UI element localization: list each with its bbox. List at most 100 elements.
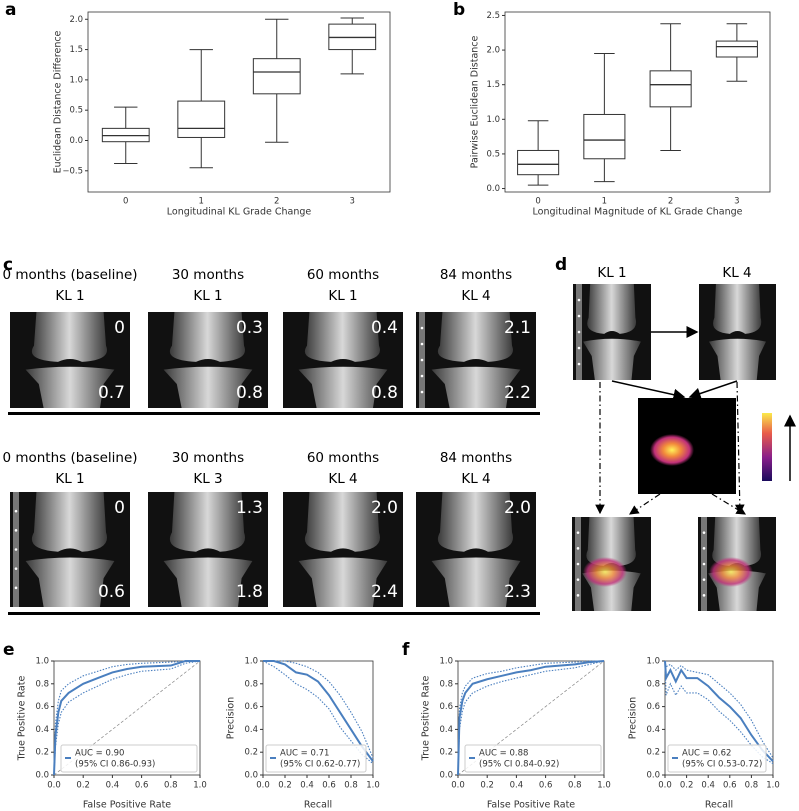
legend-text: AUC = 0.71 [280, 749, 329, 759]
score-bottom: 0.8 [371, 383, 398, 403]
kl-grade: KL 3 [193, 471, 222, 487]
x-tick-label: 1 [199, 197, 204, 207]
score-top: 0 [114, 318, 125, 338]
plot-frame [504, 11, 771, 193]
x-tick-label: 3 [734, 197, 739, 207]
ruler-dot [420, 358, 424, 362]
y-axis-label: True Positive Rate [17, 676, 28, 762]
x-axis-label: Longitudinal KL Grade Change [167, 207, 312, 218]
y-tick-label: 2.0 [69, 15, 83, 25]
chart: 0.0 0.2 0.4 0.6 0.8 1.0 Precision Recall 0.0 0.2 0… [226, 657, 380, 811]
x-tick-label: 0.6 [723, 781, 737, 791]
ruler-dot [577, 298, 581, 302]
x-axis-label: False Positive Rate [83, 800, 171, 811]
plot-frame [664, 660, 774, 776]
curve [263, 660, 374, 762]
femur [169, 312, 245, 362]
box [517, 149, 560, 176]
y-tick-label: 0.8 [35, 679, 49, 689]
ruler-dot [702, 594, 706, 597]
score-top: 2.0 [504, 498, 531, 518]
legend-box [265, 744, 367, 773]
y-tick-label: 0.0 [244, 771, 258, 781]
chart: 0.0 0.2 0.4 0.6 0.8 1.0 Precision Recall 0.0 0.2 0… [628, 657, 780, 811]
x-tick-label: 0.2 [76, 781, 90, 791]
overlay [709, 557, 753, 587]
y-tick-label: 0.6 [244, 702, 258, 712]
y-tick-label: 0.4 [646, 725, 660, 735]
plot-frame [457, 660, 605, 776]
y-tick-label: −0.5 [62, 166, 83, 176]
y-tick-label: 0.8 [646, 679, 660, 689]
ruler-dot [577, 330, 581, 334]
x-tick-label: 0 [123, 197, 128, 207]
x-axis-label: Recall [304, 800, 332, 811]
y-axis-label: Pairwise Euclidean Distance [470, 36, 481, 169]
y-tick-label: 1.0 [646, 657, 660, 667]
x-tick-label: 0.6 [539, 781, 553, 791]
x-axis-label: False Positive Rate [487, 800, 575, 811]
tibia [431, 557, 521, 607]
box [583, 113, 626, 160]
x-tick-label: 0.0 [451, 781, 465, 791]
ruler-dot [702, 547, 706, 550]
tibia [583, 338, 641, 380]
y-tick-label: 0.4 [439, 725, 453, 735]
y-tick-label: 0.2 [439, 748, 453, 758]
femur [713, 284, 762, 334]
score-bottom: 0.8 [236, 383, 263, 403]
legend-box [60, 744, 198, 773]
kl-label: KL 1 [597, 265, 626, 281]
curve [457, 660, 605, 776]
y-tick-label: 0.4 [244, 725, 258, 735]
y-tick-label: 1.0 [486, 115, 500, 125]
chart: 0.0 0.2 0.4 0.6 0.8 1.0 True Positive Rate Fals… [17, 657, 207, 811]
dashdot-arrow [735, 381, 745, 515]
x-tick-label: 0.8 [164, 781, 178, 791]
curve [53, 660, 201, 776]
kl-grade: KL 4 [461, 288, 490, 304]
y-tick-label: 0.8 [439, 679, 453, 689]
dashdot-arrow [711, 493, 747, 515]
curve [263, 660, 374, 759]
y-tick-label: 0.5 [69, 106, 83, 116]
ruler-dot [420, 390, 424, 394]
y-tick-label: 0.6 [35, 702, 49, 712]
x-tick-label: 0.2 [680, 781, 694, 791]
y-tick-label: 1.0 [439, 657, 453, 667]
score-top: 1.3 [236, 498, 263, 518]
y-tick-label: 0.2 [646, 748, 660, 758]
legend-text: AUC = 0.88 [479, 749, 528, 759]
score-top: 2.0 [371, 498, 398, 518]
x-tick-label: 0.8 [344, 781, 358, 791]
femur [31, 312, 108, 362]
y-tick-label: 1.0 [35, 657, 49, 667]
kl-grade: KL 4 [328, 471, 357, 487]
x-tick-label: 2 [668, 197, 673, 207]
box [252, 58, 301, 95]
kl-grade: KL 1 [193, 288, 222, 304]
box [649, 70, 692, 108]
score-bottom: 0.6 [98, 582, 125, 602]
y-tick-label: 0.6 [646, 702, 660, 712]
score-bottom: 1.8 [236, 582, 263, 602]
panel-label: d [555, 255, 567, 275]
y-axis-label: Euclidean Distance Difference [53, 30, 64, 173]
ruler-dot [576, 531, 580, 534]
x-tick-label: 0.0 [658, 781, 672, 791]
y-tick-label: 1.5 [486, 80, 500, 90]
panel-label: f [402, 640, 410, 660]
tibia [163, 557, 253, 607]
femur [437, 312, 513, 362]
y-axis-label: Precision [628, 697, 639, 739]
plot-frame [53, 660, 201, 776]
y-tick-label: 0.2 [244, 748, 258, 758]
tibia [709, 338, 766, 380]
chart: 0.0 0.5 1.0 1.5 2.0 2.5 Pairwise Euclidean Dis… [470, 11, 771, 218]
curve [53, 660, 200, 776]
plot-frame [262, 660, 374, 776]
x-tick-label: 1.0 [366, 781, 380, 791]
x-tick-label: 1.0 [193, 781, 207, 791]
curve [664, 660, 774, 765]
ruler-dot [14, 567, 18, 570]
